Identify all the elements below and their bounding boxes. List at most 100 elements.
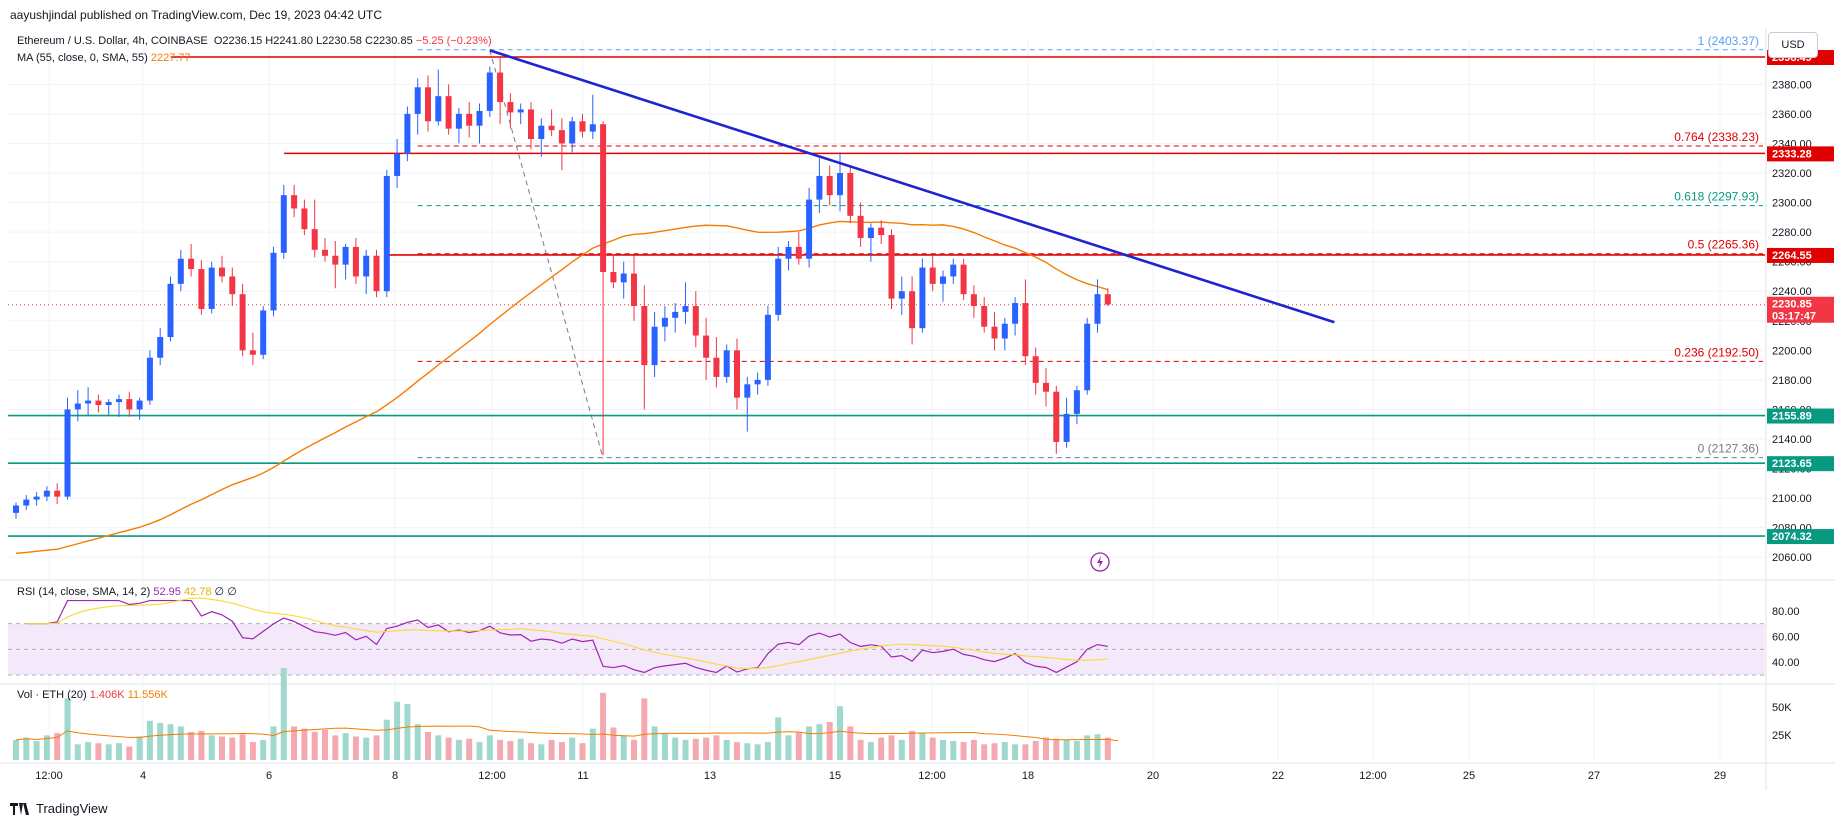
candle <box>857 202 864 247</box>
volume-bar <box>734 742 740 760</box>
candle <box>919 258 926 333</box>
alert-icon <box>1090 552 1110 572</box>
candle-body <box>754 379 761 385</box>
currency-button[interactable]: USD <box>1768 32 1818 58</box>
fib-level-label: 1 (2403.37) <box>1698 34 1759 48</box>
volume-bar <box>610 727 617 760</box>
candle-body <box>878 227 885 236</box>
candle-body <box>497 72 504 103</box>
candle-body <box>1022 303 1029 357</box>
volume-tick-label: 25K <box>1772 730 1792 742</box>
time-tick-label: 8 <box>392 770 398 782</box>
price-tick-label: 2060.00 <box>1772 552 1812 564</box>
candle <box>672 303 679 333</box>
candle-body <box>280 195 287 253</box>
candle-body <box>188 258 195 270</box>
volume-ma-value: 11.556K <box>127 689 168 701</box>
rsi-value: 52.95 <box>153 586 181 598</box>
volume-bar <box>1032 740 1039 760</box>
candle-body <box>909 291 916 329</box>
fib-level-label: 0.236 (2192.50) <box>1674 345 1759 359</box>
candle <box>1012 297 1019 336</box>
volume-bar <box>806 726 813 760</box>
candle-body <box>270 252 277 311</box>
candle <box>208 261 215 314</box>
candle <box>816 158 823 213</box>
trend-line <box>489 49 1335 324</box>
rsi-ma-line <box>26 597 1108 669</box>
volume-bar <box>13 739 19 760</box>
candle <box>136 397 143 420</box>
candle <box>888 229 895 309</box>
volume-bar <box>249 742 256 760</box>
volume-bar <box>54 733 61 760</box>
time-tick-label: 11 <box>577 770 588 782</box>
candle-body <box>74 403 81 410</box>
candle-body <box>1094 294 1101 324</box>
volume-bar <box>569 737 576 760</box>
volume-bar <box>1073 740 1080 760</box>
candle <box>291 184 298 218</box>
candle <box>13 502 19 519</box>
candle-body <box>116 399 122 403</box>
tradingview-logo-icon <box>10 802 29 815</box>
time-tick-label: 4 <box>140 770 146 782</box>
candle <box>589 94 596 140</box>
candle <box>940 270 946 302</box>
candle-body <box>1001 323 1008 339</box>
candle-body <box>342 246 349 265</box>
candle <box>332 240 339 289</box>
candle <box>1104 288 1111 306</box>
candle <box>260 306 267 360</box>
volume-bar <box>631 739 637 760</box>
candle <box>157 328 164 366</box>
footer-brand[interactable]: TradingView <box>10 801 108 816</box>
volume-bar <box>888 735 895 760</box>
candle-body <box>445 96 452 129</box>
rsi-line <box>26 599 1108 674</box>
candle <box>270 246 277 317</box>
volume-bar <box>455 739 462 760</box>
candle-body <box>919 267 926 329</box>
volume-bar <box>394 701 401 760</box>
volume-bar <box>1001 742 1008 760</box>
volume-bar <box>929 737 936 760</box>
candle-body <box>219 267 225 277</box>
candle-body <box>455 113 462 129</box>
volume-bar <box>878 737 885 760</box>
candle <box>198 260 205 315</box>
candle <box>1084 317 1091 395</box>
volume-bar <box>95 743 102 760</box>
volume-bar <box>229 737 236 760</box>
volume-bar <box>713 735 720 760</box>
volume-label: Vol · ETH (20) <box>17 689 87 701</box>
candle-body <box>311 229 318 250</box>
candle-body <box>528 109 534 140</box>
time-tick-label: 27 <box>1588 770 1600 782</box>
candle <box>373 249 380 298</box>
candle-body <box>631 273 637 306</box>
volume-bar <box>981 744 988 760</box>
candle <box>1063 397 1070 448</box>
candle-body <box>85 400 92 404</box>
candle-body <box>229 276 236 295</box>
candle-body <box>322 249 328 256</box>
candle-body <box>157 337 164 358</box>
price-tag <box>1767 408 1834 424</box>
volume-bar <box>764 742 771 760</box>
candle <box>558 118 565 171</box>
candle-body <box>33 496 40 500</box>
candle <box>1043 368 1049 407</box>
volume-bar <box>208 735 215 760</box>
candle <box>342 243 349 280</box>
candle <box>806 187 813 268</box>
candle-body <box>239 294 246 351</box>
volume-bar <box>301 728 308 760</box>
candle <box>146 350 153 406</box>
price-tick-label: 2280.00 <box>1772 227 1812 239</box>
candle-body <box>177 258 184 284</box>
candle-body <box>651 326 658 366</box>
close-value: C2230.85 <box>365 35 413 47</box>
volume-bar <box>280 668 287 760</box>
